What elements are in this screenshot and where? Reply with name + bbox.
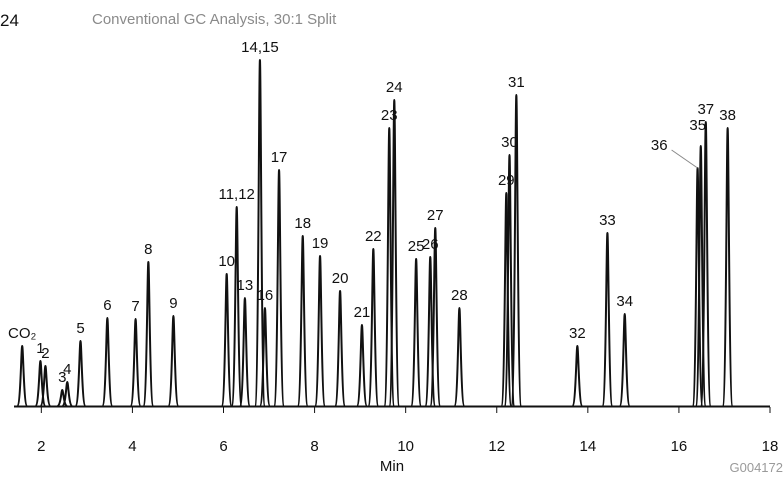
peak-label: 17 — [271, 149, 288, 166]
peak — [16, 344, 29, 407]
peak-label: 25 — [408, 238, 425, 255]
peak-label: 31 — [508, 74, 525, 91]
peak — [296, 234, 309, 407]
x-tick-label: 8 — [310, 438, 318, 455]
peak — [334, 289, 347, 407]
peak — [500, 191, 513, 407]
peak — [230, 205, 243, 407]
peak — [129, 317, 142, 407]
x-tick-label: 10 — [397, 438, 414, 455]
peak — [253, 58, 266, 407]
peak-label: 36 — [651, 137, 668, 154]
peak-label: 13 — [237, 277, 254, 294]
x-tick-label: 12 — [488, 438, 505, 455]
peak — [691, 166, 704, 407]
peak-label: 35 — [689, 117, 706, 134]
peak — [453, 306, 466, 407]
x-tick-label: 14 — [579, 438, 596, 455]
peak — [220, 272, 233, 407]
peak-label: 21 — [354, 304, 371, 321]
peak — [167, 314, 180, 407]
x-tick-label: 6 — [219, 438, 227, 455]
x-tick-label: 4 — [128, 438, 136, 455]
peak-label: 14,15 — [241, 39, 279, 56]
peak-label: 10 — [218, 253, 235, 270]
peak-label: 22 — [365, 228, 382, 245]
peak-label: 33 — [599, 212, 616, 229]
peak — [355, 323, 368, 407]
peak — [314, 254, 327, 407]
figure-number: 24 — [0, 11, 19, 30]
peak — [618, 312, 631, 407]
peak — [273, 168, 286, 407]
x-axis-label: Min — [380, 458, 404, 475]
peak-label: 32 — [569, 325, 586, 342]
peak-label: 8 — [144, 241, 152, 258]
peak-label: 5 — [76, 320, 84, 337]
peak-label: 2 — [41, 345, 49, 362]
chart-title: Conventional GC Analysis, 30:1 Split — [92, 11, 337, 28]
peak-label: 24 — [386, 79, 403, 96]
peak-label: 30 — [501, 134, 518, 151]
peak — [101, 316, 114, 407]
leader-line — [671, 149, 698, 169]
x-tick-label: 18 — [762, 438, 779, 455]
peak-label: CO₂ — [8, 325, 37, 342]
peak — [571, 344, 584, 407]
peak-label: 7 — [131, 298, 139, 315]
peak — [367, 247, 380, 407]
peak — [74, 339, 87, 407]
x-tick-label: 16 — [671, 438, 688, 455]
peak-label: 1 — [36, 340, 44, 357]
peak-label: 38 — [719, 107, 736, 124]
peak-label: 28 — [451, 287, 468, 304]
peak-label: 16 — [257, 287, 274, 304]
peak — [721, 126, 734, 407]
peak-label: 9 — [169, 295, 177, 312]
peak-label: 37 — [697, 101, 714, 118]
peak — [503, 153, 516, 407]
peak — [142, 260, 155, 407]
peak-label: 20 — [332, 270, 349, 287]
peak-label: 27 — [427, 207, 444, 224]
peak — [39, 364, 52, 407]
x-tick-label: 2 — [37, 438, 45, 455]
peak-label: 34 — [616, 293, 633, 310]
peak-label: 19 — [312, 235, 329, 252]
peak — [429, 226, 442, 407]
peak — [258, 306, 271, 407]
peak-label: 18 — [294, 215, 311, 232]
peak — [601, 231, 614, 407]
peak — [699, 120, 712, 407]
figure-code: G004172 — [730, 460, 783, 475]
peak — [410, 257, 423, 407]
peak-label: 29 — [498, 172, 515, 189]
peak-label: 4 — [63, 361, 71, 378]
peak — [388, 98, 401, 407]
peak-label: 3 — [58, 369, 66, 386]
peak — [510, 93, 523, 407]
peak-label: 6 — [103, 297, 111, 314]
peak — [61, 380, 74, 407]
peak — [238, 296, 251, 407]
peak-label: 11,12 — [218, 186, 254, 203]
